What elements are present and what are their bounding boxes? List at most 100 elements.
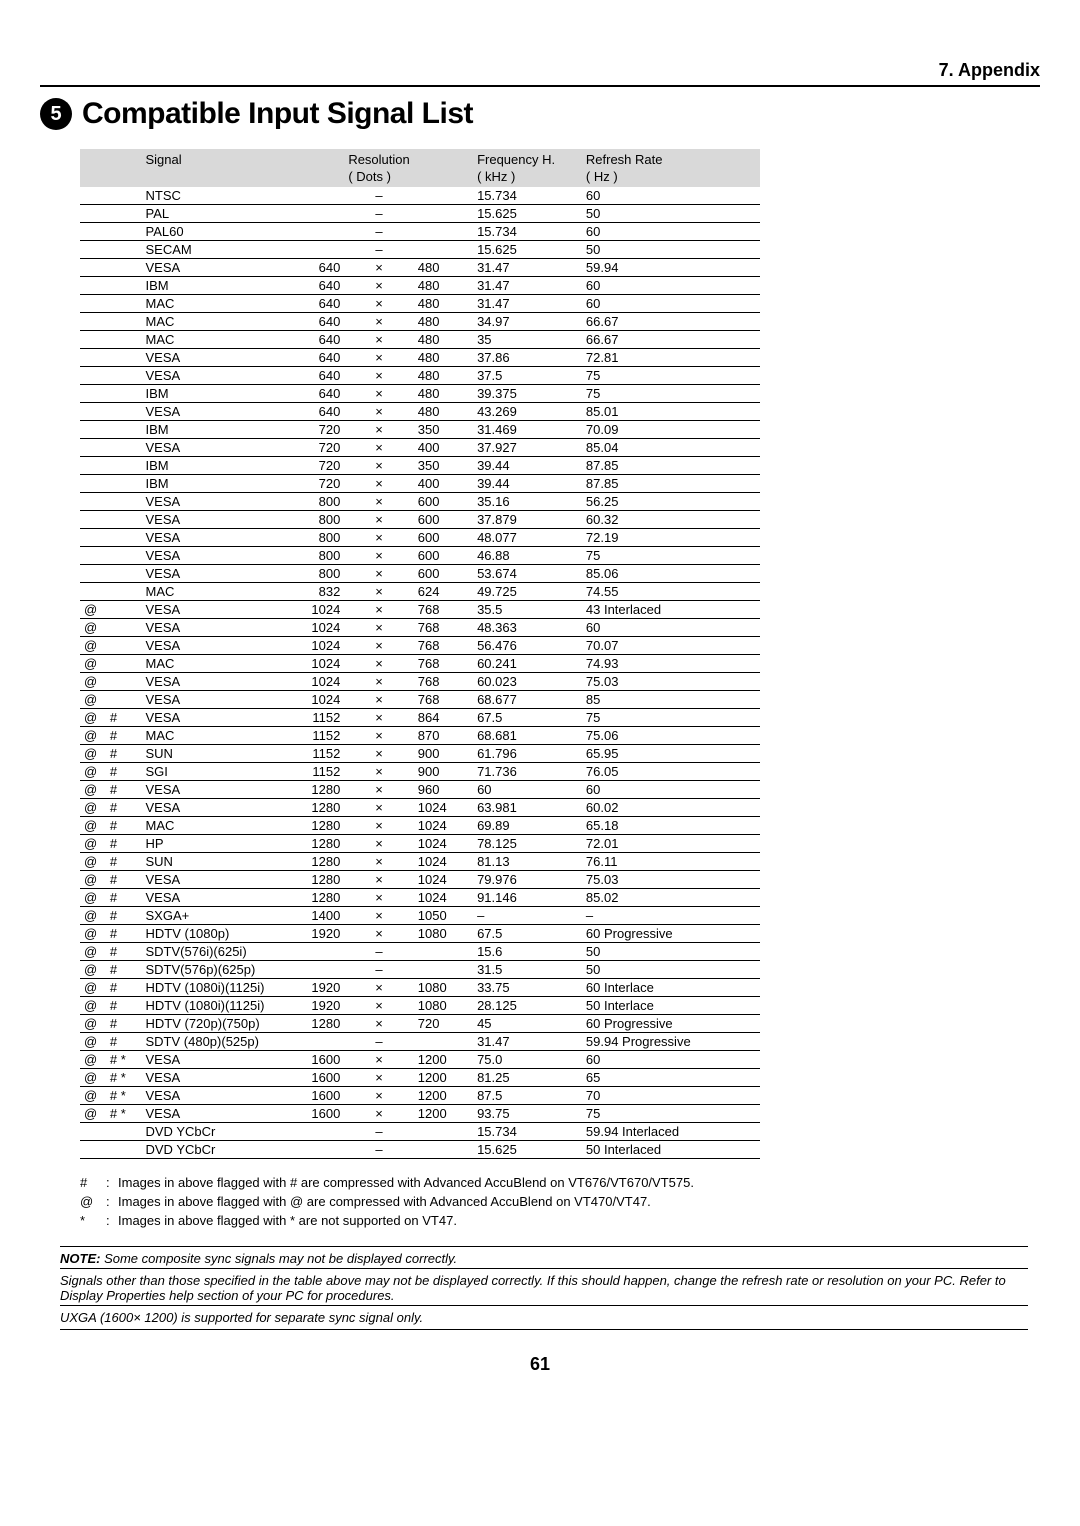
cell-res-x: ×	[344, 655, 413, 673]
cell-frequency: 68.677	[473, 691, 582, 709]
table-row: @#VESA1280×9606060	[80, 781, 760, 799]
cell-res-x: ×	[344, 745, 413, 763]
cell-hash	[106, 475, 142, 493]
cell-res-x: ×	[344, 421, 413, 439]
cell-signal: HDTV (1080i)(1125i)	[142, 997, 301, 1015]
cell-at: @	[80, 1069, 106, 1087]
cell-refresh: 66.67	[582, 313, 760, 331]
cell-res-w: 720	[301, 439, 345, 457]
cell-refresh: 50 Interlaced	[582, 1141, 760, 1159]
footnote-row: *:Images in above flagged with * are not…	[80, 1213, 780, 1228]
cell-refresh: 85	[582, 691, 760, 709]
th-frequency: Frequency H.	[473, 149, 582, 169]
cell-frequency: 15.625	[473, 1141, 582, 1159]
cell-hash: # *	[106, 1069, 142, 1087]
cell-signal: VESA	[142, 871, 301, 889]
cell-frequency: 87.5	[473, 1087, 582, 1105]
cell-hash: #	[106, 943, 142, 961]
table-row: IBM640×48031.4760	[80, 277, 760, 295]
cell-res-w: 800	[301, 493, 345, 511]
cell-at	[80, 475, 106, 493]
cell-refresh: 50	[582, 943, 760, 961]
cell-res-x: ×	[344, 493, 413, 511]
cell-frequency: 46.88	[473, 547, 582, 565]
cell-hash	[106, 565, 142, 583]
cell-refresh: 75.03	[582, 673, 760, 691]
cell-refresh: 70.07	[582, 637, 760, 655]
cell-refresh: 50 Interlace	[582, 997, 760, 1015]
cell-hash	[106, 259, 142, 277]
cell-hash	[106, 277, 142, 295]
cell-hash: #	[106, 1015, 142, 1033]
cell-res-h: 768	[414, 691, 473, 709]
cell-res-w	[301, 223, 345, 241]
cell-res-h: 480	[414, 349, 473, 367]
cell-refresh: 70.09	[582, 421, 760, 439]
cell-res-x: –	[344, 187, 413, 205]
cell-res-x: ×	[344, 367, 413, 385]
cell-signal: HP	[142, 835, 301, 853]
cell-res-h: 600	[414, 511, 473, 529]
cell-signal: PAL60	[142, 223, 301, 241]
cell-frequency: 60.241	[473, 655, 582, 673]
cell-res-h: 960	[414, 781, 473, 799]
cell-at	[80, 223, 106, 241]
cell-res-w: 832	[301, 583, 345, 601]
cell-res-w: 1600	[301, 1087, 345, 1105]
cell-signal: VESA	[142, 799, 301, 817]
cell-res-x: –	[344, 223, 413, 241]
cell-at: @	[80, 781, 106, 799]
cell-res-x: ×	[344, 583, 413, 601]
cell-res-w	[301, 943, 345, 961]
cell-frequency: 15.625	[473, 205, 582, 223]
cell-res-w: 640	[301, 313, 345, 331]
cell-res-h: 900	[414, 745, 473, 763]
cell-frequency: 69.89	[473, 817, 582, 835]
cell-signal: SUN	[142, 745, 301, 763]
table-row: MAC640×48034.9766.67	[80, 313, 760, 331]
cell-res-x: ×	[344, 907, 413, 925]
cell-at: @	[80, 943, 106, 961]
footnote-text: Images in above flagged with # are compr…	[118, 1175, 694, 1190]
cell-res-h: 768	[414, 619, 473, 637]
table-row: MAC640×48031.4760	[80, 295, 760, 313]
cell-res-x: ×	[344, 853, 413, 871]
cell-frequency: 91.146	[473, 889, 582, 907]
cell-refresh: 87.85	[582, 457, 760, 475]
cell-refresh: 60	[582, 223, 760, 241]
table-row: @MAC1024×76860.24174.93	[80, 655, 760, 673]
cell-res-w: 1024	[301, 637, 345, 655]
cell-res-w: 1920	[301, 925, 345, 943]
cell-hash	[106, 673, 142, 691]
cell-hash	[106, 493, 142, 511]
table-row: @#VESA1152×86467.575	[80, 709, 760, 727]
cell-res-w	[301, 205, 345, 223]
cell-refresh: 50	[582, 241, 760, 259]
table-row: @#SUN1280×102481.1376.11	[80, 853, 760, 871]
cell-res-h: 624	[414, 583, 473, 601]
cell-res-x: ×	[344, 457, 413, 475]
cell-res-x: ×	[344, 1087, 413, 1105]
cell-at: @	[80, 979, 106, 997]
cell-hash	[106, 547, 142, 565]
cell-refresh: 60 Interlace	[582, 979, 760, 997]
table-row: @#HDTV (1080p)1920×108067.560 Progressiv…	[80, 925, 760, 943]
cell-signal: VESA	[142, 601, 301, 619]
cell-refresh: 59.94 Interlaced	[582, 1123, 760, 1141]
cell-at: @	[80, 691, 106, 709]
cell-frequency: 37.927	[473, 439, 582, 457]
cell-signal: SUN	[142, 853, 301, 871]
cell-at: @	[80, 1033, 106, 1051]
table-row: PAL–15.62550	[80, 205, 760, 223]
cell-hash: #	[106, 1033, 142, 1051]
cell-res-h: 600	[414, 547, 473, 565]
cell-signal: VESA	[142, 439, 301, 457]
footnote-symbol: @	[80, 1194, 106, 1209]
cell-refresh: 72.81	[582, 349, 760, 367]
cell-hash	[106, 1141, 142, 1159]
cell-res-x: –	[344, 241, 413, 259]
cell-refresh: 65.18	[582, 817, 760, 835]
cell-signal: SECAM	[142, 241, 301, 259]
cell-res-x: ×	[344, 1051, 413, 1069]
cell-res-x: –	[344, 1123, 413, 1141]
